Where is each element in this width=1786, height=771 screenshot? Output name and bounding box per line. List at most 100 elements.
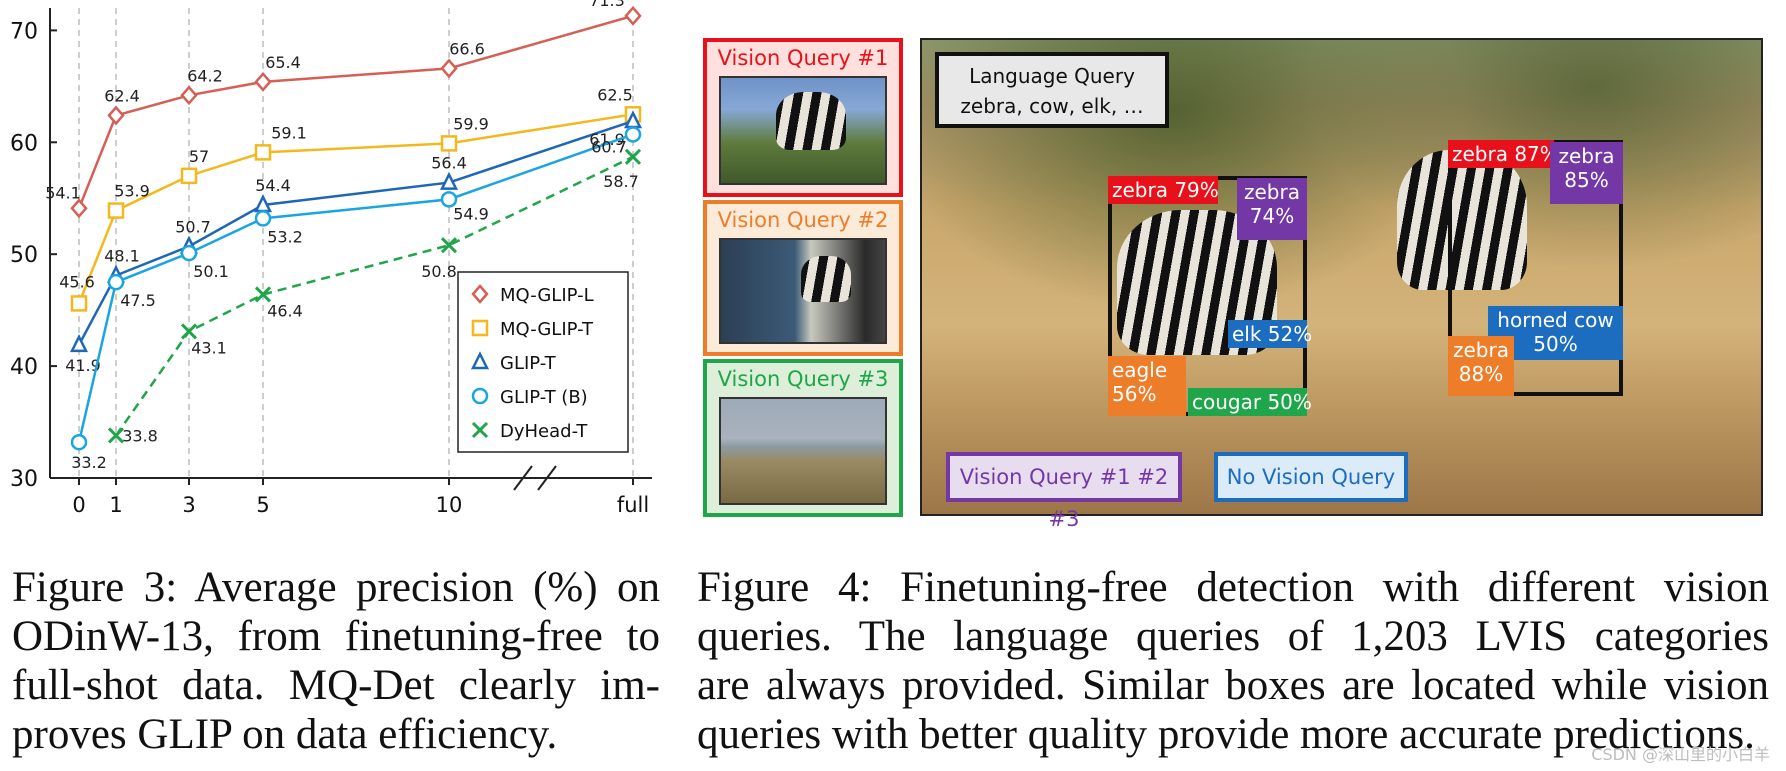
data-label-mq-glip-l-3: 64.2 — [187, 66, 223, 85]
tag-eagle-56: eagle 56% — [1108, 356, 1186, 416]
series-line-mq-glip-t — [77, 113, 634, 304]
vision-query-2-panel: Vision Query #2 — [703, 200, 903, 356]
point-dyhead-t-full — [624, 148, 642, 165]
point-glip-t-b-10 — [440, 191, 458, 208]
tag-zebra-85-name: zebra — [1558, 144, 1615, 168]
point-glip-t-b-3 — [180, 244, 198, 262]
point-glip-t-b-5 — [254, 210, 272, 227]
point-mq-glip-l-0 — [70, 198, 88, 219]
point-mq-glip-t-5 — [254, 144, 272, 161]
data-label-glip-t-b-3: 50.1 — [193, 262, 229, 281]
series-line-mq-glip-l — [77, 14, 634, 209]
tag-zebra-74-score: 74% — [1249, 204, 1295, 228]
x-tick-label-full: full — [617, 493, 649, 517]
y-tick-label-70: 70 — [10, 19, 38, 44]
point-mq-glip-t-1 — [107, 202, 125, 219]
tag-horned-cow-score: 50% — [1533, 332, 1578, 356]
figure-3-caption: Figure 3: Average precision (%) on ODinW… — [12, 563, 660, 759]
legend-marker-glip-t-b — [471, 387, 489, 405]
tag-cougar-50: cougar 50% — [1188, 388, 1312, 416]
x-tick-label-1: 1 — [109, 493, 122, 517]
legend-label-dyhead-t: DyHead-T — [500, 421, 588, 442]
data-label-dyhead-t-3: 43.1 — [191, 338, 227, 357]
y-tick-label-60: 60 — [10, 131, 38, 156]
data-label-glip-t-0: 41.9 — [65, 356, 101, 375]
data-label-glip-t-3: 50.7 — [175, 217, 211, 236]
legend-label-glip-t-b: GLIP-T (B) — [500, 387, 588, 408]
data-label-mq-glip-t-0: 45.6 — [59, 272, 95, 291]
tag-zebra-88-name: zebra — [1453, 338, 1509, 362]
vision-query-1-title: Vision Query #1 — [717, 46, 889, 70]
fig3-caption-line-2: ODinW-13, from finetuning-free to — [12, 613, 660, 660]
data-label-mq-glip-t-1: 53.9 — [114, 182, 150, 201]
vision-query-1-image — [719, 76, 887, 185]
data-label-dyhead-t-1: 33.8 — [122, 426, 158, 445]
data-label-glip-t-10: 56.4 — [431, 154, 467, 173]
point-mq-glip-t-3 — [180, 167, 198, 185]
figure-4-caption: Figure 4: Finetuning-free detection with… — [697, 563, 1769, 759]
vision-query-3-image — [719, 397, 887, 505]
data-label-dyhead-t-5: 46.4 — [267, 301, 303, 320]
watermark: CSDN @深山里的小白羊 — [1591, 745, 1770, 764]
language-query-title: Language Query — [969, 64, 1135, 88]
point-dyhead-t-3 — [180, 323, 198, 340]
data-label-mq-glip-t-10: 59.9 — [453, 114, 489, 133]
x-tick-label-0: 0 — [72, 493, 85, 517]
fig3-caption-line-4: proves GLIP on data efficiency. — [12, 711, 558, 758]
vision-query-1-panel: Vision Query #1 — [703, 38, 903, 197]
fig4-caption-line-1: Figure 4: Finetuning-free detection with… — [697, 564, 1769, 611]
data-label-glip-t-b-5: 53.2 — [267, 227, 303, 246]
series-line-glip-t-b — [77, 133, 634, 443]
series-line-dyhead-t — [114, 155, 634, 437]
data-label-dyhead-t-full: 58.7 — [603, 172, 639, 191]
legend-marker-dyhead-t — [471, 421, 489, 439]
tag-elk-52: elk 52% — [1228, 320, 1312, 348]
point-mq-glip-t-0 — [70, 295, 88, 312]
data-label-mq-glip-l-0: 54.1 — [45, 183, 81, 202]
y-tick-label-40: 40 — [10, 355, 38, 380]
data-label-mq-glip-l-5: 65.4 — [265, 53, 301, 72]
tag-zebra-74-name: zebra — [1244, 180, 1300, 204]
point-glip-t-0 — [69, 334, 89, 353]
vision-query-3-panel: Vision Query #3 — [703, 359, 903, 517]
point-glip-t-b-1 — [107, 273, 125, 291]
data-label-glip-t-b-1: 47.5 — [120, 291, 156, 310]
tag-zebra-85-score: 85% — [1564, 168, 1609, 192]
tag-zebra-79: zebra 79% — [1108, 176, 1219, 204]
tag-zebra-74: zebra 74% — [1237, 178, 1307, 240]
point-dyhead-t-1 — [107, 427, 125, 444]
data-label-glip-t-1: 48.1 — [104, 246, 140, 265]
point-dyhead-t-5 — [254, 286, 272, 303]
fig3-caption-line-1: Figure 3: Average precision (%) on — [12, 564, 660, 611]
data-label-glip-t-b-0: 33.2 — [71, 453, 107, 472]
fig4-caption-line-4: queries with better quality provide more… — [697, 711, 1755, 758]
legend-box — [457, 271, 629, 453]
tag-horned-cow-name: horned cow — [1497, 308, 1614, 332]
point-mq-glip-l-3 — [180, 85, 198, 106]
language-query-text: zebra, cow, elk, … — [960, 94, 1144, 118]
axis-break-mark-2 — [537, 465, 557, 491]
legend-label-mq-glip-t: MQ-GLIP-T — [500, 319, 594, 340]
point-glip-t-10 — [439, 171, 459, 190]
zebra-right-shape — [1397, 150, 1527, 290]
tag-eagle-name: eagle — [1112, 358, 1168, 382]
data-label-mq-glip-l-10: 66.6 — [449, 39, 485, 58]
point-mq-glip-l-full — [624, 5, 642, 26]
x-tick-label-10: 10 — [436, 493, 463, 517]
zebra-photo-shape — [801, 256, 851, 302]
data-label-mq-glip-t-full: 62.5 — [597, 85, 633, 104]
vision-query-3-title: Vision Query #3 — [717, 367, 889, 391]
zebra-photo-shape — [776, 92, 846, 150]
tag-zebra-88-score: 88% — [1458, 362, 1504, 386]
tag-eagle-score: 56% — [1112, 382, 1157, 406]
legend-marker-mq-glip-l — [471, 284, 489, 304]
tag-zebra-87: zebra 87% — [1448, 140, 1559, 168]
legend-marker-glip-t — [470, 351, 490, 370]
vision-query-2-image — [719, 238, 887, 344]
legend-marker-mq-glip-t — [471, 319, 489, 337]
axis-break-mark-1 — [513, 465, 533, 491]
tag-zebra-85: zebra 85% — [1550, 142, 1623, 204]
fig3-caption-line-3: full-shot data. MQ-Det clearly im- — [12, 662, 660, 709]
line-chart: 30 40 50 60 70 0 1 3 5 10 full 54.1 62.4 64.2 65.4 66.6… — [10, 0, 652, 517]
